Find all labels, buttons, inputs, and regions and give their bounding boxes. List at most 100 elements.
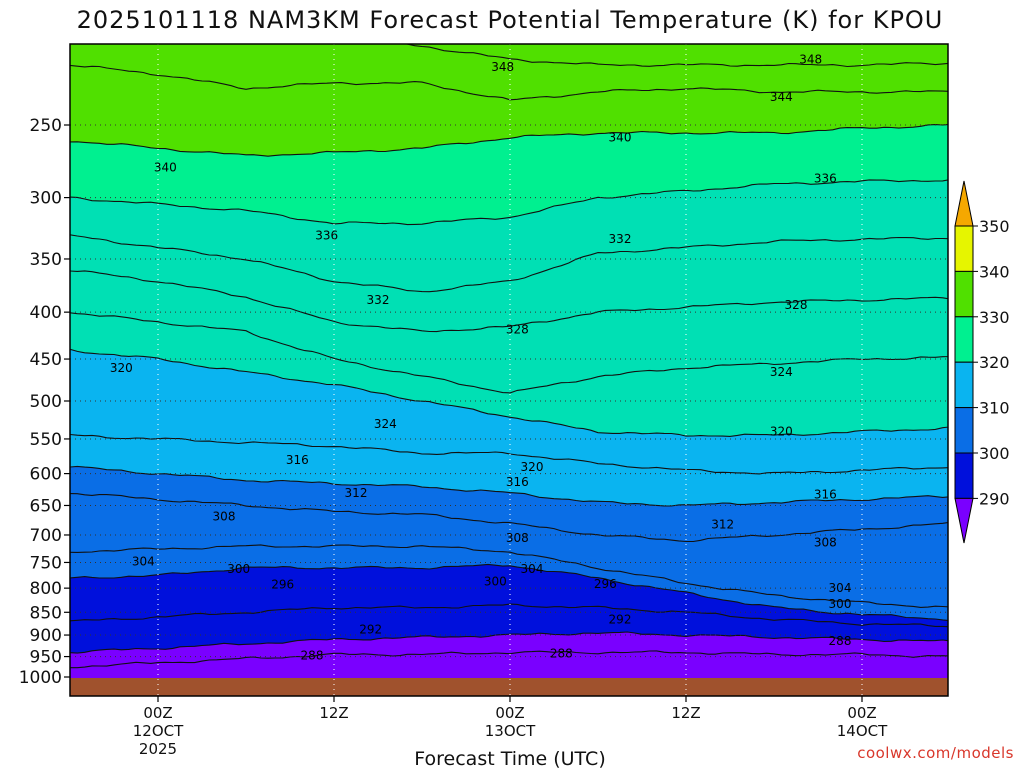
contour-label-text: 296 [271,578,294,592]
contour-label-text: 300 [227,562,250,576]
contour-label-text: 320 [521,460,544,474]
contour-label-11: 328 [785,298,808,312]
contour-label-5: 340 [609,131,632,145]
contour-label-text: 344 [770,90,793,104]
band-above-348 [406,44,948,67]
plot-frame [69,43,949,697]
contour-label-8: 332 [609,232,632,246]
contour-label-31: 304 [829,581,852,595]
contour-label-text: 328 [506,323,529,337]
y-tick-label: 250 [30,116,62,136]
contour-label-35: 288 [829,634,852,648]
contour-label-18: 316 [506,475,529,489]
y-tick-label: 300 [30,189,62,209]
contour-label-text: 312 [345,486,368,500]
contour-label-6: 336 [814,172,837,186]
y-tick-label: 600 [30,465,62,485]
contour-label-20: 316 [814,487,837,501]
contour-label-36: 288 [550,647,573,661]
contour-label-0: 340 [154,160,177,174]
contour-label-text: 300 [484,575,507,589]
x-tick-date: 14OCT [837,722,888,740]
y-tick-label: 350 [30,250,62,270]
x-tick-label: 00Z [143,704,172,722]
contour-label-text: 320 [770,425,793,439]
contour-label-text: 292 [609,613,632,627]
contour-label-19: 312 [345,486,368,500]
colorbar-label: 340 [979,262,1010,281]
isentrope-336 [70,179,948,226]
theta-color-bands [70,44,948,696]
colorbar-label: 290 [979,489,1010,508]
contour-label-text: 340 [609,131,632,145]
colorbar-segment-290 [954,452,974,499]
colorbar-label: 320 [979,353,1010,372]
isentrope-312 [70,465,948,507]
contour-label-10: 328 [506,323,529,337]
y-tick-label: 950 [30,648,62,668]
contour-label-21: 308 [213,509,236,523]
x-tick-year: 2025 [139,740,177,758]
contour-label-2: 348 [491,60,514,74]
y-tick-label: 900 [30,626,62,646]
contour-label-text: 308 [213,509,236,523]
y-tick-label: 500 [30,392,62,412]
colorbar-bottom-arrow [954,497,974,544]
chart-title: 2025101118 NAM3KM Forecast Potential Tem… [77,6,944,34]
contour-label-text: 308 [506,531,529,545]
contour-label-16: 316 [286,453,309,467]
y-tick-label: 400 [30,303,62,323]
colorbar-label: 310 [979,399,1010,418]
contour-label-27: 304 [521,562,544,576]
contour-label-text: 344 [418,33,441,47]
colorbar-label: 350 [979,217,1010,236]
contour-label-text: 296 [594,577,617,591]
contour-labels: 3403443483483443403363363323323283283203… [110,33,852,663]
isentrope-348 [403,44,948,68]
contour-label-23: 308 [506,531,529,545]
isentrope-308 [70,493,948,543]
isentrope-320 [70,348,948,437]
isentrope-288 [70,650,948,669]
grid-lines [70,44,948,696]
y-tick-label: 750 [30,553,62,573]
contour-label-text: 300 [829,597,852,611]
contour-label-text: 304 [521,562,544,576]
y-tick-label: 800 [30,579,62,599]
contour-label-4: 344 [770,90,793,104]
ground-strip [70,678,948,696]
colorbar-segment-300 [954,407,974,454]
isentrope-340 [70,124,948,157]
y-tick-label: 850 [30,603,62,623]
contour-label-14: 324 [374,417,397,431]
x-tick-date: 12OCT [133,722,184,740]
credit-text: coolwx.com/models [857,744,1014,762]
x-tick-label: 00Z [847,704,876,722]
isentrope-328 [70,270,948,333]
contour-label-text: 332 [609,232,632,246]
colorbar-segment-340 [954,225,974,272]
contour-label-text: 348 [799,52,822,66]
contour-label-text: 288 [301,649,324,663]
colorbar-segment-320 [954,316,974,363]
contour-label-37: 288 [301,649,324,663]
y-axis: 250 300 350 400 450 500 550 600 650 700 750 800 850 9… [19,116,70,688]
contour-label-text: 332 [367,293,390,307]
contour-label-3: 348 [799,52,822,66]
contour-label-1: 344 [418,33,441,47]
contour-label-9: 332 [367,293,390,307]
x-tick-label: 12Z [319,704,348,722]
colorbar: 350 340 330 320 310 300 290 [954,180,1010,544]
contour-label-text: 292 [359,622,382,636]
contour-label-33: 292 [609,613,632,627]
x-tick-date: 13OCT [485,722,536,740]
contour-label-text: 348 [491,60,514,74]
contour-label-text: 328 [785,298,808,312]
contour-label-text: 288 [550,647,573,661]
y-tick-label: 650 [30,496,62,516]
x-tick-label: 12Z [671,704,700,722]
y-tick-label: 550 [30,430,62,450]
isentrope-304 [70,544,948,608]
